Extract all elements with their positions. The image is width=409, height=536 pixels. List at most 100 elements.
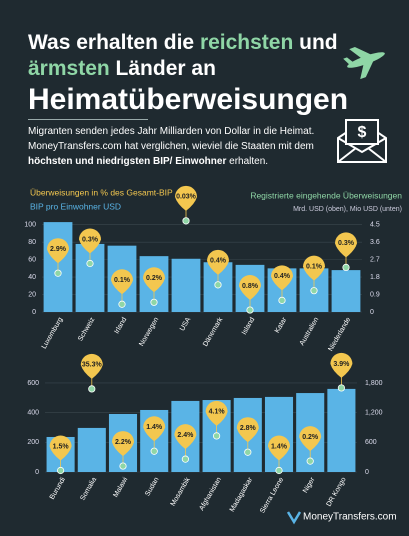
pin — [330, 352, 353, 378]
pin — [112, 431, 134, 457]
pin — [268, 435, 290, 461]
y-tick-label: 0 — [32, 309, 36, 316]
bar — [331, 270, 361, 312]
pin-label: 2.2% — [115, 439, 132, 446]
pin — [239, 275, 261, 301]
title-part: Länder an — [109, 57, 216, 80]
pin — [175, 185, 197, 211]
remit-dot — [88, 385, 96, 393]
plane-icon — [343, 47, 385, 80]
bar — [171, 258, 201, 312]
remit-dot — [118, 300, 126, 308]
remit-dot — [150, 447, 158, 455]
remit-dot — [214, 281, 222, 289]
bar — [77, 427, 106, 472]
pin-label: 1.5% — [53, 443, 70, 450]
remit-dot — [310, 287, 318, 295]
title-part: und — [293, 31, 338, 54]
pin-label: 0.03% — [176, 194, 197, 201]
pin — [143, 416, 166, 442]
pin-label: 0.2% — [146, 275, 163, 282]
x-tick-label: Island — [241, 316, 256, 336]
y2-tick-label: 4.5 — [370, 222, 380, 229]
legend-note: Mrd. USD (oben), Mio USD (unten) — [293, 206, 402, 213]
y-tick-label: 20 — [28, 291, 36, 298]
remit-dot — [181, 455, 189, 463]
legend-pct: Überweisungen in % des Gesamt-BIP — [30, 187, 173, 197]
y-tick-label: 400 — [27, 409, 39, 416]
x-tick-label: Niederlande — [327, 316, 352, 352]
pin — [49, 435, 72, 461]
pin-label: 4.1% — [209, 409, 226, 416]
x-tick-label: Malawi — [112, 476, 129, 499]
y-tick-label: 200 — [27, 439, 39, 446]
x-tick-label: Irland — [114, 316, 129, 335]
legend-gdp: BIP pro Einwohner USD — [30, 201, 121, 211]
pin — [299, 426, 322, 452]
x-tick-label: Afghanistan — [198, 476, 223, 512]
remit-dot — [342, 263, 350, 271]
y2-tick-label: 0 — [365, 469, 369, 476]
pin-label: 0.4% — [210, 258, 227, 265]
y2-tick-label: 0.9 — [370, 291, 380, 298]
y-tick-label: 60 — [28, 256, 36, 263]
x-tick-label: Katar — [274, 316, 289, 335]
legend-remit: Registrierte eingehende Überweisungen — [250, 190, 402, 200]
x-tick-label: Burundi — [49, 476, 67, 501]
title-part: Was erhalten die — [28, 31, 200, 54]
pin-label: 0.1% — [306, 264, 323, 271]
y-tick-label: 100 — [24, 222, 36, 229]
pin — [79, 228, 102, 254]
pin-label: 2.9% — [50, 246, 67, 253]
x-tick-label: Sudan — [144, 476, 160, 497]
y-tick-label: 0 — [35, 469, 39, 476]
y2-tick-label: 2.7 — [370, 256, 380, 263]
pin-label: 3.9% — [333, 361, 350, 368]
title-highlight: ärmsten — [28, 57, 110, 80]
envelope-icon: $ — [337, 119, 387, 163]
remit-dot — [213, 432, 221, 440]
pin — [271, 265, 293, 291]
y2-tick-label: 3.6 — [370, 239, 380, 246]
y2-tick-label: 0 — [370, 309, 374, 316]
bar — [327, 388, 356, 472]
subtitle-part: erhalten. — [226, 156, 269, 167]
divider — [28, 119, 148, 120]
y2-tick-label: 1.8 — [370, 274, 380, 281]
remit-dot — [306, 457, 314, 465]
remit-dot — [278, 296, 286, 304]
pin-label: 2.4% — [177, 432, 194, 439]
remit-dot — [275, 466, 283, 475]
pin — [303, 255, 325, 281]
remit-dot — [54, 269, 62, 277]
dollar-icon: $ — [358, 124, 367, 141]
x-tick-label: Dänemark — [202, 316, 224, 348]
subtitle-part: Migranten senden jedes Jahr Milliarden v… — [28, 126, 315, 152]
title-highlight: reichsten — [199, 31, 294, 54]
y-tick-label: 40 — [28, 274, 36, 281]
title-line: Heimatüberweisungen — [28, 82, 348, 118]
remit-dot — [86, 259, 94, 268]
title-part: Heimatüberweisungen — [28, 83, 349, 116]
x-tick-label: Mosambik — [170, 476, 192, 508]
remit-dot — [56, 466, 65, 475]
pin-label: 0.3% — [82, 236, 99, 243]
pin — [207, 249, 229, 275]
pin-label: 0.2% — [302, 434, 319, 441]
y2-tick-label: 1,800 — [365, 380, 383, 387]
title-line: ärmsten Länder an — [28, 56, 348, 82]
remit-dot — [244, 448, 252, 456]
pin-label: 35.3% — [82, 362, 103, 369]
pin — [80, 353, 103, 379]
subtitle: Migranten senden jedes Jahr Milliarden v… — [28, 124, 328, 169]
remit-dot — [246, 306, 254, 314]
pin — [47, 238, 69, 264]
pin-label: 0.1% — [114, 277, 131, 284]
pin-label: 0.4% — [274, 273, 291, 280]
x-tick-label: Sierra Leone — [259, 476, 285, 514]
x-tick-label: USA — [179, 316, 192, 332]
y-tick-label: 80 — [28, 239, 36, 246]
pin — [111, 269, 133, 295]
x-tick-label: Madagaskar — [229, 476, 255, 513]
